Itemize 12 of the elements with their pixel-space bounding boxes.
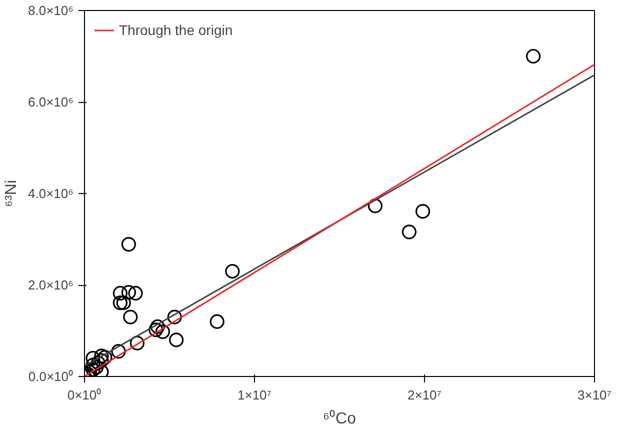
x-axis-title: ⁶⁰Co <box>322 410 356 428</box>
y-tick-label: 4.0×10⁶ <box>28 186 74 201</box>
legend-label: Through the origin <box>119 22 233 38</box>
y-tick-label: 6.0×10⁶ <box>28 94 74 110</box>
y-axis-title: ⁶³Ni <box>3 180 20 208</box>
x-tick-label: 0×10⁰ <box>67 388 102 402</box>
x-tick-label: 3×10⁷ <box>578 388 612 402</box>
x-tick-label: 1×10⁷ <box>238 388 272 402</box>
y-tick-label: 8.0×10⁶ <box>28 3 74 18</box>
x-tick-label: 2×10⁷ <box>408 388 442 402</box>
y-tick-label: 0.0×10⁰ <box>28 369 74 384</box>
y-tick-label: 2.0×10⁶ <box>28 278 74 292</box>
